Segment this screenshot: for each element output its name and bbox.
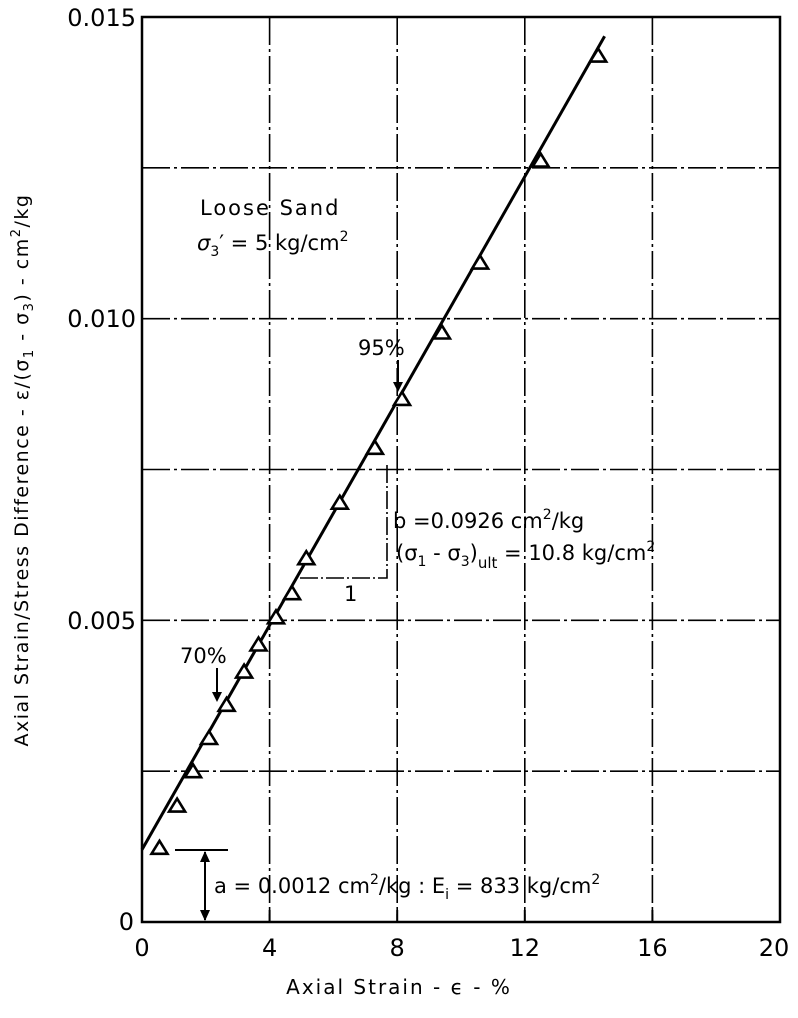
svg-text:Axial Strain/Stress Differen: Axial Strain/Stress Difference - ε/(σ1 -…: [9, 193, 37, 746]
x-tick-16: 16: [637, 934, 668, 962]
label-ult-stress: (σ1 - σ3)ult = 10.8 kg/cm2: [396, 539, 655, 572]
data-point: [149, 838, 170, 856]
label-loose-sand: Loose Sand: [200, 196, 340, 220]
y-tick-labels: 0 0.005 0.010 0.015: [67, 4, 136, 936]
a-arrowhead-down: [200, 910, 210, 921]
data-point: [530, 151, 552, 168]
a-arrowhead-up: [200, 851, 210, 862]
data-point: [587, 46, 609, 63]
y-axis-title: Axial Strain/Stress Difference - ε/(σ1 -…: [9, 193, 37, 746]
data-points: [149, 46, 609, 856]
label-95pct: 95%: [358, 336, 405, 360]
slope-triangle: [300, 464, 388, 579]
data-point: [182, 761, 204, 779]
data-point: [233, 662, 255, 679]
label-70pct: 70%: [180, 644, 227, 668]
x-tick-marks: [268, 910, 654, 922]
label-sigma3: σ3′ = 5 kg/cm2: [197, 229, 348, 260]
x-tick-20: 20: [759, 934, 790, 962]
data-point: [391, 389, 413, 407]
data-point: [431, 323, 453, 340]
plot-frame: [140, 15, 782, 924]
y-tick-0.005: 0.005: [67, 607, 136, 635]
data-point: [281, 583, 303, 601]
data-point: [216, 695, 237, 713]
label-b-value: b =0.0926 cm2/kg: [393, 507, 584, 533]
data-point: [469, 253, 491, 270]
data-point: [166, 796, 188, 813]
data-point: [248, 635, 269, 652]
arrowhead-70pct: [212, 692, 222, 702]
x-tick-0: 0: [134, 934, 149, 962]
y-tick-0.015: 0.015: [67, 4, 136, 32]
gridlines: [142, 17, 780, 922]
data-point: [364, 438, 386, 456]
label-a-value: a = 0.0012 cm2/kg : Ei = 833 kg/cm2: [214, 872, 600, 903]
data-point: [198, 728, 220, 746]
x-tick-labels: 0 4 8 12 16 20: [134, 934, 789, 962]
y-tick-0: 0: [119, 908, 134, 936]
data-point: [265, 607, 287, 625]
label-slope-one: 1: [344, 582, 357, 606]
x-tick-8: 8: [390, 934, 405, 962]
data-point: [329, 493, 351, 511]
y-tick-0.010: 0.010: [67, 305, 136, 333]
x-axis-title: Axial Strain - ϵ - %: [286, 975, 512, 999]
x-tick-12: 12: [510, 934, 541, 962]
arrowhead-95pct: [393, 382, 403, 392]
x-tick-4: 4: [262, 934, 277, 962]
data-point: [295, 548, 317, 566]
